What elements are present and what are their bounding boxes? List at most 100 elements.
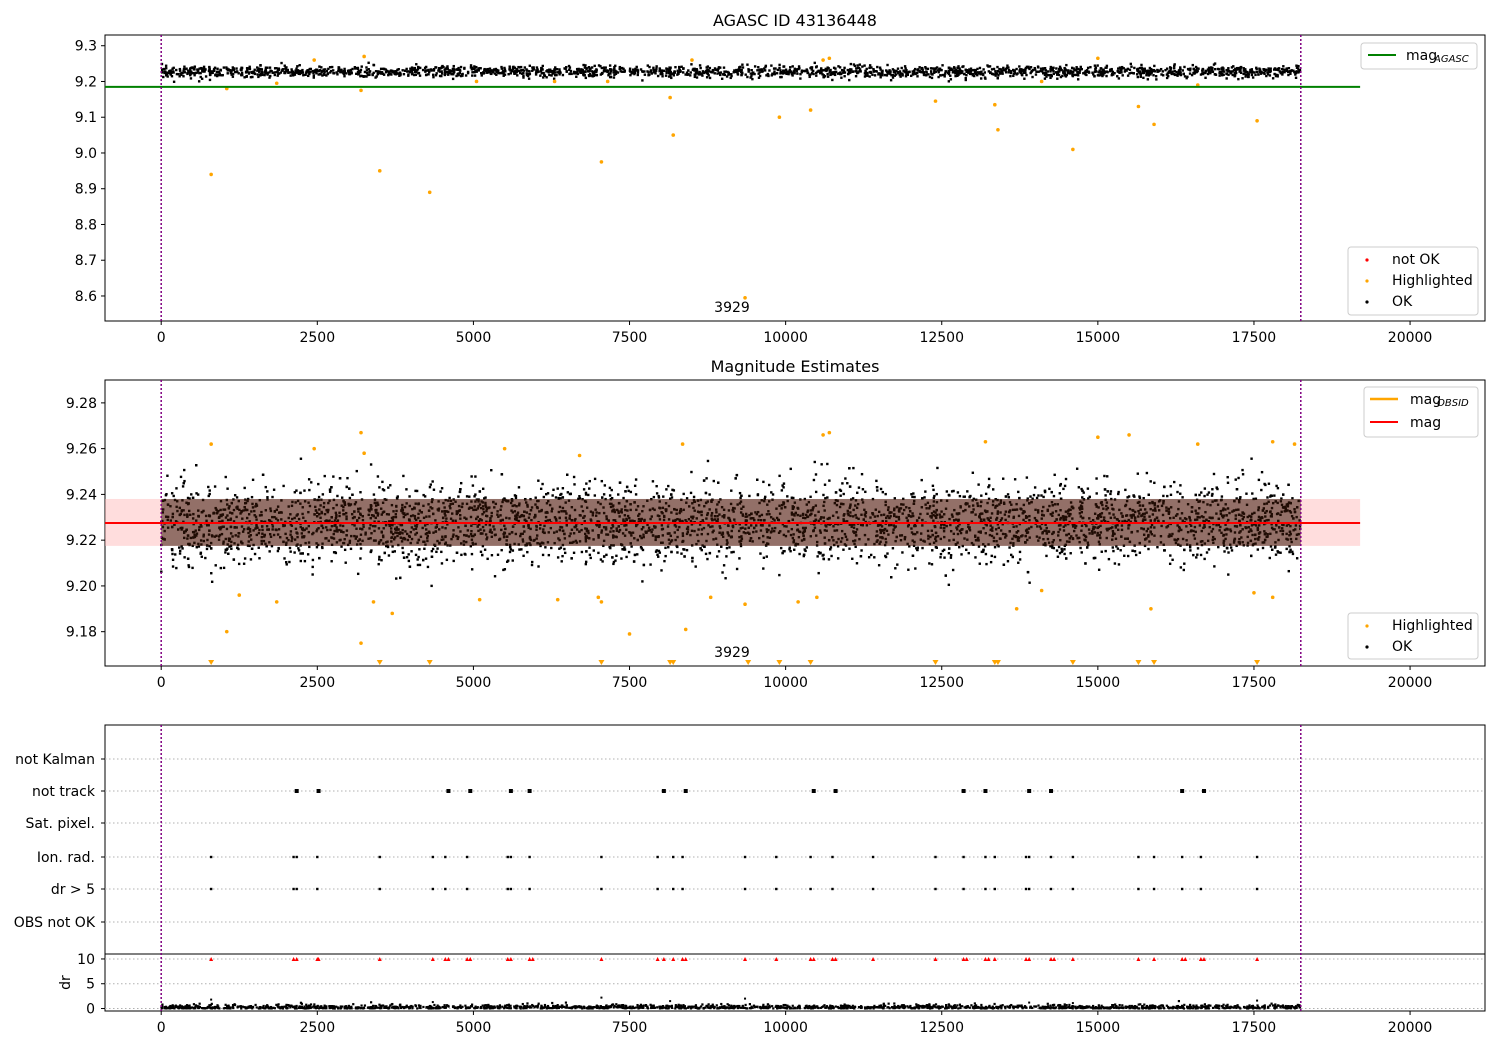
ok-point [682,492,685,496]
ok-point [387,554,391,557]
ok-point [1209,71,1212,75]
ok-point [308,68,312,71]
ok-point [1076,74,1080,77]
ok-point [1056,73,1059,76]
ok-point [866,72,869,75]
ok-point [831,72,834,76]
ok-point [657,555,660,558]
ok-point [552,77,556,80]
highlighted-point [312,58,316,62]
ok-point [1117,563,1121,566]
ok-point [584,76,588,80]
ok-point [765,74,768,77]
ok-point [340,70,344,74]
ok-point [588,74,591,78]
ok-point [1140,63,1143,67]
ok-point [938,68,942,72]
agasc-ytick-label: 9.1 [75,110,97,126]
ok-point [181,71,184,75]
ok-point [313,70,317,73]
ok-point [488,67,492,70]
ok-point [204,75,208,78]
ok-point [964,68,967,72]
ok-point [251,478,255,482]
ok-point [196,68,200,71]
ok-point [1076,67,1080,71]
ok-point [546,69,549,72]
ok-point [1285,67,1289,71]
ok-point [1022,68,1025,72]
ok-point [396,495,399,498]
ok-point [360,65,363,68]
ok-point [1236,68,1239,71]
ok-point [311,558,315,562]
ok-point [225,66,228,69]
ok-point [381,72,385,75]
ok-point [791,65,794,68]
ok-point [1161,74,1165,77]
ok-point [1141,71,1144,75]
ok-point [277,546,280,550]
ok-point [1007,71,1010,74]
ok-point [326,72,330,75]
ok-point [204,556,207,560]
ok-point [661,75,664,78]
ok-point [990,72,994,75]
ok-point [1116,547,1120,550]
ok-point [590,74,593,77]
ok-point [169,72,172,75]
ok-point [1277,67,1281,70]
ok-point [1216,67,1220,71]
ok-point [1057,545,1061,549]
ok-point [1074,73,1078,77]
ok-point [1164,68,1167,72]
ok-point [1015,67,1018,71]
ok-point [934,70,938,73]
ok-point [1229,70,1233,74]
ok-point [1128,72,1131,75]
ok-point [1119,549,1122,552]
ok-point [826,66,829,69]
ok-point [678,65,681,69]
ok-point [266,73,269,76]
ok-point [1199,73,1203,76]
ok-point [1295,557,1299,560]
ok-point [200,77,204,80]
ok-point [1101,71,1105,74]
ok-point [619,70,622,73]
ok-point [1225,69,1228,72]
ok-point [879,68,882,71]
ok-point [1147,69,1150,72]
ok-point [994,74,997,77]
ok-point [388,70,391,73]
ok-point [1018,558,1022,561]
ok-point [924,67,928,70]
ok-point [1254,73,1257,77]
ok-point [194,71,197,75]
ok-point [1167,70,1171,74]
ok-point [591,70,594,73]
ok-point [1054,71,1058,74]
ok-point [1269,545,1273,548]
ok-point [1274,73,1278,76]
ok-point [1291,497,1294,500]
ok-point [721,571,724,574]
ok-point [1166,494,1169,498]
ok-point [284,66,287,70]
ok-point [391,545,394,548]
ok-point [840,76,843,79]
ok-point [165,492,168,496]
ok-point [170,75,174,78]
highlighted-point [427,190,432,195]
ok-point [359,557,362,560]
ok-point [410,70,414,73]
ok-point [814,473,818,476]
ok-point [1009,71,1013,75]
ok-point [1147,71,1150,74]
ok-point [1218,71,1221,75]
ok-point [891,76,895,79]
ok-point [757,72,760,75]
ok-point [298,69,302,73]
ok-point [815,71,818,75]
ok-point [819,69,822,72]
